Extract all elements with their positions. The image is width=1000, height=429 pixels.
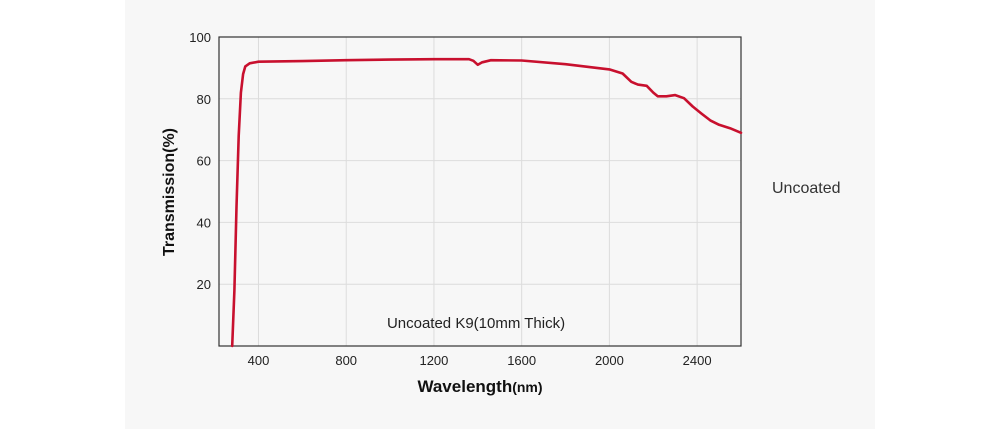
y-tick-label: 40 [197, 215, 211, 230]
x-tick-label: 1600 [507, 353, 536, 368]
grid-lines [219, 37, 741, 346]
x-tick-label: 800 [335, 353, 357, 368]
y-tick-label: 20 [197, 277, 211, 292]
coating-label: Uncoated [772, 180, 841, 197]
y-axis-title: Transmission(%) [161, 128, 178, 256]
x-tick-label: 1200 [419, 353, 448, 368]
x-axis-ticks: 400 800 1200 1600 2000 2400 [248, 353, 712, 368]
transmission-series-line [230, 57, 743, 348]
x-tick-label: 2400 [683, 353, 712, 368]
x-axis-title: Wavelength(nm) [417, 377, 542, 396]
y-tick-label: 60 [197, 154, 211, 169]
y-axis-ticks: 20 40 60 80 100 [189, 30, 211, 292]
plot-area [218, 36, 742, 347]
x-tick-label: 2000 [595, 353, 624, 368]
y-tick-label: 100 [189, 30, 211, 45]
y-tick-label: 80 [197, 92, 211, 107]
x-tick-label: 400 [248, 353, 270, 368]
chart-panel [125, 0, 875, 429]
x-axis-label: Wavelength [417, 377, 512, 396]
x-axis-unit: (nm) [512, 379, 542, 395]
chart-annotation: Uncoated K9(10mm Thick) [387, 315, 565, 332]
